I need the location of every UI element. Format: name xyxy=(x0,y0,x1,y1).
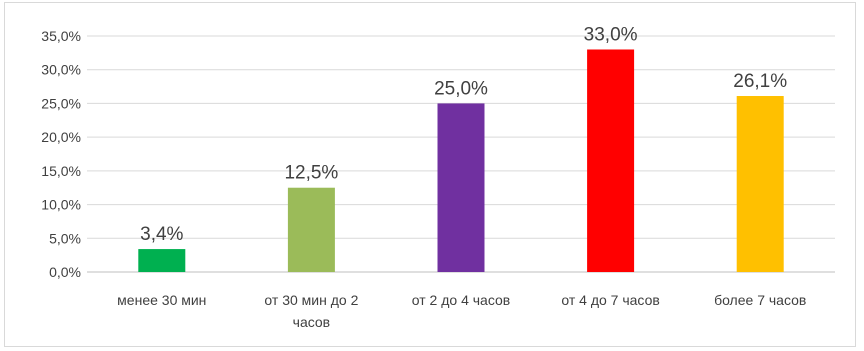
data-label: 25,0% xyxy=(434,78,488,99)
y-tick-label: 10,0% xyxy=(41,197,81,213)
bar xyxy=(587,49,635,272)
x-axis-categories: менее 30 мин от 30 мин до 2 часов от 2 до 4… xyxy=(117,292,806,330)
category-label: менее 30 мин xyxy=(117,292,206,308)
category-label: более 7 часов xyxy=(714,292,806,308)
y-axis-ticks: 0,0% 5,0% 10,0% 15,0% 20,0% 25,0% 30,0% 35,0% xyxy=(41,28,81,280)
data-label: 3,4% xyxy=(140,224,183,245)
category-label: от 30 мин до 2 часов xyxy=(264,292,358,330)
y-tick-label: 0,0% xyxy=(49,264,81,280)
y-tick-label: 25,0% xyxy=(41,95,81,111)
chart-area xyxy=(4,2,856,347)
category-label: от 4 до 7 часов xyxy=(561,292,659,308)
y-tick-label: 35,0% xyxy=(41,28,81,44)
data-labels: 3,4% 12,5% 25,0% 33,0% 26,1% xyxy=(140,24,787,245)
y-tick-label: 20,0% xyxy=(41,129,81,145)
y-tick-label: 5,0% xyxy=(49,230,81,246)
y-tick-label: 15,0% xyxy=(41,163,81,179)
bar xyxy=(138,249,186,272)
data-label: 33,0% xyxy=(584,24,638,45)
bar xyxy=(437,103,485,272)
bars xyxy=(138,49,784,272)
bar xyxy=(736,96,784,272)
bar xyxy=(287,187,335,272)
category-label: от 2 до 4 часов xyxy=(412,292,510,308)
data-label: 26,1% xyxy=(733,71,787,92)
y-tick-label: 30,0% xyxy=(41,62,81,78)
data-label: 12,5% xyxy=(284,163,338,184)
